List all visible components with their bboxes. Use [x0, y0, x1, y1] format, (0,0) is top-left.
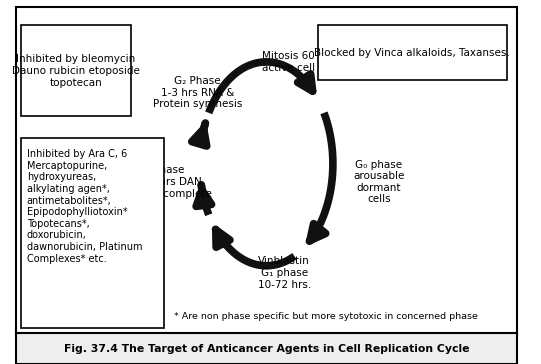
- FancyBboxPatch shape: [16, 7, 517, 335]
- FancyBboxPatch shape: [21, 25, 131, 116]
- Text: Mitosis 60 mts
active cell div.: Mitosis 60 mts active cell div.: [262, 51, 338, 73]
- Text: Vinblastin
G₁ phase
10-72 hrs.: Vinblastin G₁ phase 10-72 hrs.: [258, 256, 311, 290]
- Text: S phase
10-20 hrs DAN
syntheis complete: S phase 10-20 hrs DAN syntheis complete: [116, 165, 212, 199]
- Text: G₂ Phase
1-3 hrs RNA &
Protein synthesis: G₂ Phase 1-3 hrs RNA & Protein synthesis: [153, 76, 242, 110]
- Text: Fig. 37.4 The Target of Anticancer Agents in Cell Replication Cycle: Fig. 37.4 The Target of Anticancer Agent…: [64, 344, 469, 354]
- FancyBboxPatch shape: [318, 25, 507, 80]
- FancyBboxPatch shape: [21, 138, 164, 328]
- Text: Inhibited by bleomycin
Dauno rubicin etoposide
topotecan: Inhibited by bleomycin Dauno rubicin eto…: [12, 54, 140, 88]
- Text: G₀ phase
arousable
dormant
cells: G₀ phase arousable dormant cells: [353, 159, 405, 205]
- Text: * Are non phase specific but more sytotoxic in concerned phase: * Are non phase specific but more sytoto…: [174, 312, 478, 321]
- Text: Inhibited by Ara C, 6
Mercaptopurine,
hydroxyureas,
alkylating agen*,
antimetabo: Inhibited by Ara C, 6 Mercaptopurine, hy…: [27, 149, 142, 264]
- FancyBboxPatch shape: [16, 333, 517, 364]
- Text: Blocked by Vinca alkaloids, Taxanses.: Blocked by Vinca alkaloids, Taxanses.: [314, 48, 510, 58]
